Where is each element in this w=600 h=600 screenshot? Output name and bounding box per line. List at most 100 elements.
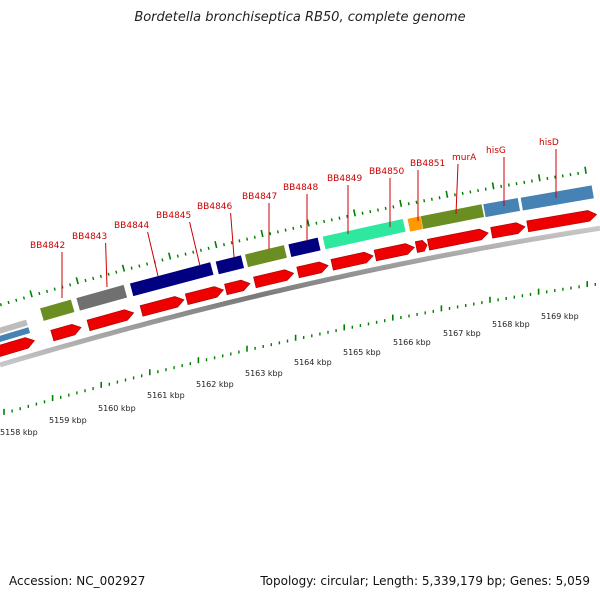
- gene-label: murA: [452, 153, 477, 163]
- upper-tick: [491, 182, 495, 190]
- feature-block: [215, 255, 245, 275]
- upper-tick: [29, 290, 33, 298]
- upper-tick: [260, 229, 264, 238]
- feature-block: [288, 237, 321, 257]
- gene-label-leader: [455, 163, 459, 215]
- upper-tick: [138, 264, 141, 268]
- upper-tick: [423, 199, 426, 203]
- upper-tick: [184, 252, 187, 256]
- cds-arrow: [296, 261, 329, 279]
- kbp-tick-label: 5165 kbp: [343, 348, 381, 357]
- upper-tick: [500, 184, 503, 188]
- upper-tick: [346, 214, 349, 219]
- upper-tick: [477, 188, 480, 193]
- cds-arrow: [427, 228, 489, 251]
- upper-tick: [438, 196, 441, 200]
- feature-block: [420, 204, 485, 229]
- upper-tick-row: [0, 166, 587, 307]
- upper-tick: [269, 232, 272, 236]
- feature-block: [520, 185, 594, 211]
- upper-tick: [69, 283, 72, 287]
- upper-tick: [469, 190, 472, 194]
- cds-arrow: [373, 243, 415, 262]
- upper-tick: [445, 190, 449, 198]
- upper-tick: [192, 250, 195, 254]
- upper-tick: [0, 303, 2, 307]
- feature-block: [244, 245, 287, 268]
- upper-tick: [121, 264, 126, 272]
- gene-label-leader: [230, 212, 235, 258]
- upper-tick: [246, 237, 249, 241]
- gene-label: BB4845: [156, 211, 191, 221]
- feature-block: [76, 284, 128, 311]
- feature-block: [0, 319, 28, 337]
- upper-tick: [315, 221, 318, 225]
- upper-tick: [453, 193, 456, 197]
- upper-tick: [99, 274, 102, 278]
- upper-tick: [75, 277, 79, 285]
- upper-tick: [292, 226, 295, 230]
- gene-label: BB4846: [197, 202, 233, 212]
- upper-tick: [176, 254, 179, 258]
- gene-label: BB4849: [327, 174, 363, 184]
- kbp-tick-label: 5162 kbp: [196, 380, 234, 389]
- cds-arrow: [184, 286, 224, 305]
- kbp-tick-label: 5164 kbp: [294, 358, 332, 367]
- cds-arrow: [224, 279, 251, 296]
- kbp-tick-label: 5159 kbp: [49, 416, 87, 425]
- upper-tick: [484, 187, 487, 191]
- kbp-tick-label: 5169 kbp: [541, 312, 579, 321]
- gene-label: BB4842: [30, 241, 65, 251]
- upper-tick: [84, 278, 87, 283]
- gene-label-layer: BB4842 BB4843 BB4844 BB4845 BB4846 BB4847 BB48…: [30, 138, 559, 298]
- cds-arrow: [86, 309, 135, 332]
- kbp-tick-label: 5166 kbp: [393, 338, 431, 347]
- upper-tick: [407, 202, 410, 206]
- upper-tick: [507, 183, 510, 187]
- gene-label: BB4851: [410, 159, 445, 169]
- upper-tick: [584, 166, 587, 174]
- genome-summary-text: Topology: circular; Length: 5,339,179 bp…: [260, 574, 590, 588]
- upper-tick: [299, 225, 303, 229]
- kbp-tick-label: 5168 kbp: [492, 320, 530, 329]
- gene-label: BB4850: [369, 167, 405, 177]
- gene-label: BB4844: [114, 221, 150, 231]
- feature-block: [483, 198, 521, 218]
- cds-arrow: [526, 210, 598, 233]
- upper-tick: [523, 180, 526, 184]
- genome-backbone: [0, 225, 600, 368]
- cds-arrow: [414, 239, 428, 253]
- cds-arrow: [0, 337, 35, 358]
- upper-tick: [330, 218, 333, 222]
- upper-tick: [515, 182, 518, 186]
- gene-label: BB4847: [242, 192, 277, 202]
- gene-label: hisG: [486, 146, 506, 156]
- page-title: Bordetella bronchiseptica RB50, complete…: [134, 10, 466, 25]
- kbp-tick-label: 5160 kbp: [98, 404, 136, 413]
- upper-tick: [253, 235, 256, 239]
- upper-tick: [107, 272, 110, 276]
- upper-tick: [537, 174, 541, 182]
- feature-block: [322, 218, 406, 250]
- kbp-scale: 5158 kbp 5159 kbp 5160 kbp 5161 kbp 5162 kbp…: [0, 281, 596, 437]
- accession-text: Accession: NC_002927: [9, 574, 146, 588]
- upper-tick: [45, 289, 49, 293]
- upper-tick: [230, 241, 233, 245]
- upper-tick: [146, 262, 149, 266]
- upper-tick: [130, 266, 133, 270]
- upper-tick: [7, 300, 10, 305]
- kbp-tick-label: 5163 kbp: [245, 369, 283, 378]
- upper-tick: [306, 219, 310, 227]
- gene-label: hisD: [539, 138, 559, 148]
- upper-tick: [115, 270, 118, 274]
- upper-tick: [38, 291, 41, 296]
- upper-tick: [369, 210, 372, 214]
- cds-arrow-track: [0, 210, 598, 358]
- upper-tick: [276, 230, 279, 234]
- upper-tick: [207, 246, 210, 251]
- kbp-tick-label: 5161 kbp: [147, 391, 185, 400]
- upper-tick: [392, 205, 395, 209]
- gene-label-leader: [189, 221, 201, 267]
